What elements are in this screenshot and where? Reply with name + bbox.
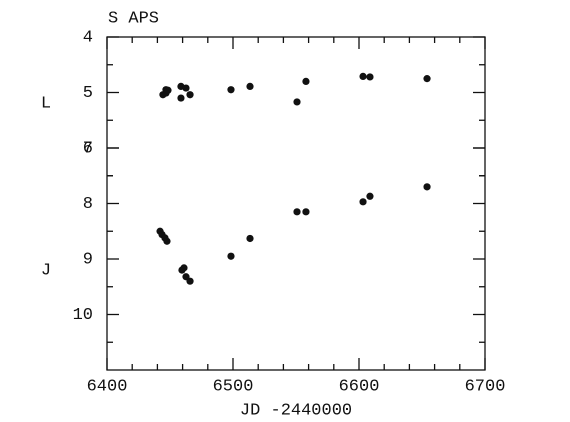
point [293,208,301,216]
x-tick-label: 6700 [465,377,506,396]
point [302,208,310,216]
point [180,264,188,272]
point [366,192,374,200]
point [227,86,235,94]
y-tick-label: 4 [83,28,93,47]
band-label: J [41,261,51,280]
point [246,234,254,243]
point [423,75,431,83]
point [359,198,367,206]
point [163,237,171,245]
y-tick-label: 9 [83,250,93,269]
point [302,77,310,85]
point [359,72,367,81]
y-tick-label: 5 [83,84,93,103]
x-tick-label: 6600 [339,377,380,396]
point [227,252,235,260]
point [164,86,172,94]
point [366,73,374,81]
y-tick-label: 8 [83,195,93,214]
chart-title: S APS [108,9,159,28]
point [186,277,194,285]
point [177,94,185,102]
x-axis-label: JD -2440000 [240,401,352,420]
point [186,91,194,99]
y-tick-label: 10 [73,306,93,325]
band-label: L [41,94,51,113]
point [423,183,431,191]
point [293,98,301,106]
x-tick-label: 6400 [87,377,128,396]
y-tick-label: 6 [83,139,93,158]
y-tick-label: 7 [83,139,93,158]
point [182,84,190,92]
x-tick-label: 6500 [213,377,254,396]
point [246,82,254,90]
